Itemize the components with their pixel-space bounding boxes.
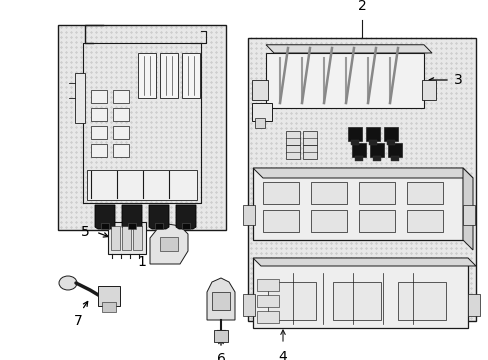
Text: 1: 1	[137, 255, 146, 269]
Bar	[462, 205, 474, 225]
Bar	[182, 53, 200, 98]
Polygon shape	[176, 205, 196, 229]
Bar	[252, 168, 462, 240]
Bar	[369, 143, 383, 157]
Bar	[303, 145, 316, 159]
Bar	[285, 145, 299, 159]
Polygon shape	[252, 168, 472, 178]
Bar	[265, 53, 423, 108]
Bar	[303, 131, 316, 145]
Bar	[257, 295, 279, 307]
Text: 2: 2	[357, 0, 366, 13]
Bar	[212, 292, 229, 310]
Bar	[128, 223, 136, 229]
Text: 4: 4	[278, 350, 287, 360]
Bar	[383, 127, 397, 141]
Bar	[108, 222, 146, 254]
Bar	[155, 223, 163, 229]
Bar	[160, 53, 178, 98]
Bar	[113, 126, 129, 139]
Bar	[354, 156, 362, 161]
Bar	[347, 127, 361, 141]
Bar	[332, 282, 380, 320]
Bar	[75, 73, 85, 123]
Bar	[251, 103, 271, 121]
Bar	[421, 80, 435, 100]
Bar	[365, 127, 379, 141]
Bar	[257, 279, 279, 291]
Text: 6: 6	[216, 352, 225, 360]
Bar	[87, 170, 197, 200]
Bar	[101, 223, 109, 229]
Bar	[122, 226, 131, 250]
Bar	[247, 38, 475, 321]
Bar	[247, 38, 475, 321]
Bar	[98, 286, 120, 306]
Bar	[386, 140, 394, 145]
Bar	[113, 108, 129, 121]
Bar	[263, 182, 298, 204]
Bar	[267, 282, 315, 320]
Bar	[58, 25, 225, 230]
Polygon shape	[265, 45, 431, 53]
Bar	[113, 90, 129, 103]
Bar	[358, 210, 394, 232]
Bar	[467, 294, 479, 316]
Polygon shape	[150, 224, 187, 264]
Bar	[397, 282, 445, 320]
Bar	[285, 131, 299, 145]
Bar	[358, 182, 394, 204]
Bar	[214, 330, 227, 342]
Polygon shape	[122, 205, 142, 229]
Bar	[350, 140, 358, 145]
Polygon shape	[149, 205, 169, 229]
Bar	[310, 210, 346, 232]
Bar	[111, 226, 120, 250]
Bar	[257, 311, 279, 323]
Bar	[91, 126, 107, 139]
Bar	[310, 182, 346, 204]
Bar	[182, 223, 190, 229]
Bar	[138, 53, 156, 98]
Bar	[91, 144, 107, 157]
Polygon shape	[95, 205, 115, 229]
Bar	[58, 25, 225, 230]
Bar	[243, 205, 254, 225]
Bar	[91, 90, 107, 103]
Polygon shape	[462, 168, 472, 250]
Text: 3: 3	[453, 73, 462, 87]
Bar	[102, 302, 116, 312]
Bar	[251, 80, 267, 100]
Bar	[243, 294, 254, 316]
Bar	[133, 226, 142, 250]
Polygon shape	[206, 278, 235, 320]
Polygon shape	[252, 258, 475, 266]
Bar	[160, 237, 178, 251]
Bar	[387, 143, 401, 157]
Ellipse shape	[59, 276, 77, 290]
Bar	[263, 210, 298, 232]
Bar	[406, 182, 442, 204]
Bar	[252, 258, 467, 328]
Bar	[254, 118, 264, 128]
Bar	[113, 144, 129, 157]
Bar	[351, 143, 365, 157]
Bar	[390, 156, 398, 161]
Text: 5: 5	[81, 225, 90, 239]
Text: 7: 7	[74, 314, 82, 328]
Bar	[406, 210, 442, 232]
Bar	[372, 156, 380, 161]
Bar	[91, 108, 107, 121]
Bar	[368, 140, 376, 145]
